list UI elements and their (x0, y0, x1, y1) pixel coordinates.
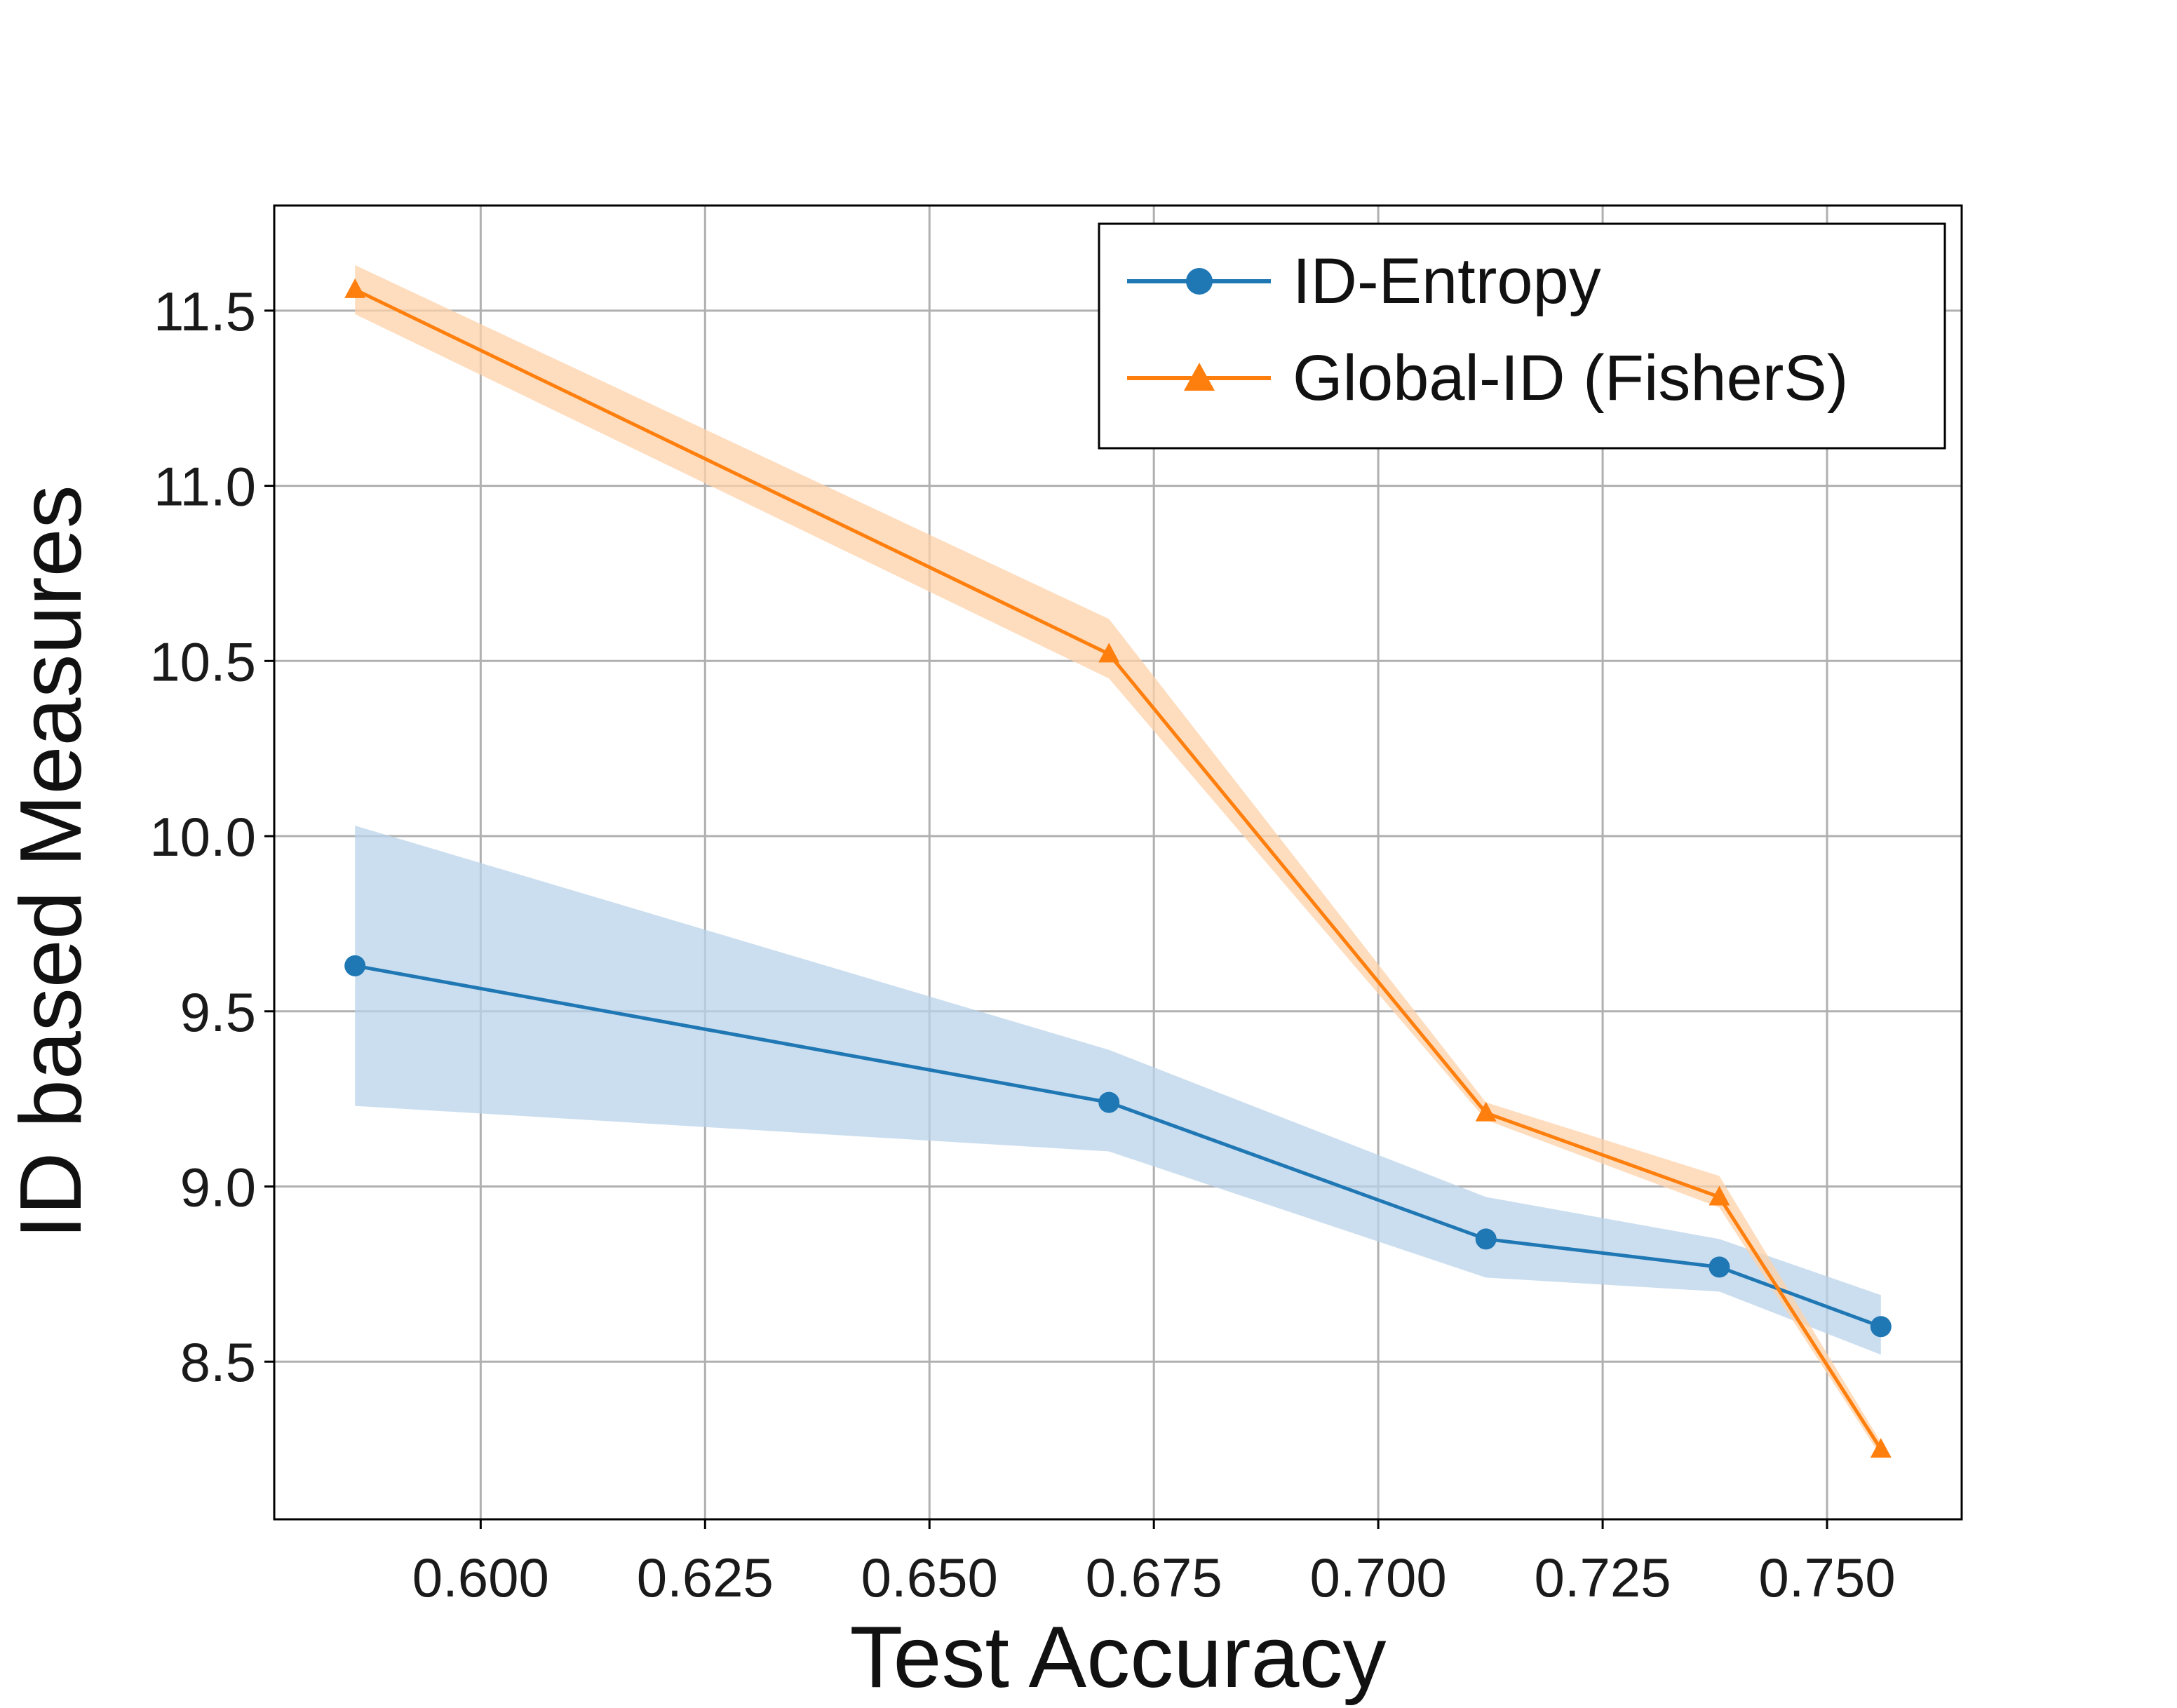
point-global-id-fishers (1870, 1438, 1892, 1458)
plot-frame (273, 204, 1963, 1521)
legend-marker-global-id (1184, 363, 1215, 391)
x-tick-label: 0.600 (412, 1547, 549, 1608)
y-axis-ticks: 8.5 9.0 9.5 10.0 10.5 11.0 11.5 (149, 281, 274, 1393)
x-tick-label: 0.650 (861, 1547, 998, 1608)
legend-marker-id-entropy (1186, 268, 1213, 295)
y-tick-label: 10.5 (149, 631, 256, 692)
y-tick-label: 10.0 (149, 806, 256, 868)
point-global-id-fishers (1708, 1185, 1730, 1206)
y-tick-label: 8.5 (180, 1331, 256, 1393)
point-id-entropy (1475, 1228, 1497, 1250)
point-id-entropy (344, 955, 366, 976)
x-axis-label: Test Accuracy (850, 1609, 1387, 1706)
legend: ID-Entropy Global-ID (FisherS) (1098, 222, 1946, 450)
x-axis-ticks: 0.600 0.625 0.650 0.675 0.700 0.725 0.750 (412, 1519, 1896, 1608)
band-global-id-fishers (355, 264, 1881, 1457)
point-global-id-fishers (344, 278, 366, 298)
y-tick-label: 11.5 (154, 281, 256, 342)
y-axis-label: ID based Measures (3, 485, 100, 1239)
legend-label-global-id: Global-ID (FisherS) (1293, 342, 1848, 414)
point-global-id-fishers (1098, 643, 1120, 663)
point-global-id-fishers (1475, 1101, 1497, 1122)
legend-label-id-entropy: ID-Entropy (1293, 246, 1601, 317)
x-tick-label: 0.700 (1310, 1547, 1447, 1608)
x-tick-label: 0.725 (1534, 1547, 1671, 1608)
y-tick-label: 11.0 (154, 456, 256, 518)
legend-box (1098, 222, 1946, 450)
x-tick-label: 0.675 (1086, 1547, 1222, 1608)
x-tick-label: 0.750 (1758, 1547, 1895, 1608)
confidence-bands (355, 264, 1881, 1457)
x-tick-label: 0.625 (637, 1547, 774, 1608)
band-id-entropy (355, 826, 1881, 1355)
series-markers (344, 278, 1892, 1458)
point-id-entropy (1870, 1316, 1892, 1338)
y-tick-label: 9.5 (180, 981, 256, 1043)
y-tick-label: 9.0 (180, 1157, 256, 1218)
point-id-entropy (1098, 1091, 1120, 1113)
point-id-entropy (1708, 1256, 1730, 1278)
